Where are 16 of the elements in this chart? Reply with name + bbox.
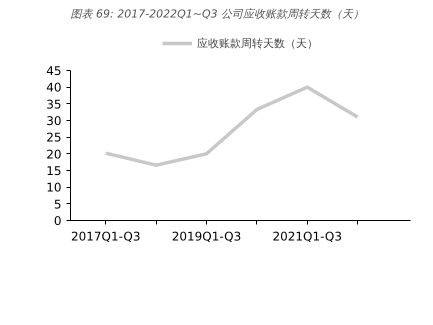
y-tick-label: 5 xyxy=(54,197,62,212)
y-tick-label: 0 xyxy=(54,214,62,228)
legend-label: 应收账款周转天数（天） xyxy=(197,36,318,50)
y-tick-label: 20 xyxy=(46,147,62,162)
y-tick-label: 45 xyxy=(46,64,62,78)
x-tick-label: 2017Q1-Q3 xyxy=(71,230,140,244)
y-tick-label: 15 xyxy=(46,164,62,178)
line-series xyxy=(104,85,360,167)
chart-title: 图表 69: 2017-2022Q1~Q3 公司应收账款周转天数（天） xyxy=(70,8,364,20)
y-tick-label: 40 xyxy=(46,80,62,95)
x-tick-label: 2021Q1-Q3 xyxy=(272,230,342,244)
x-tick-label: 2019Q1-Q3 xyxy=(172,230,242,244)
y-tick-label: 35 xyxy=(46,97,62,112)
y-tick-label: 30 xyxy=(46,114,62,128)
y-tick-label: 10 xyxy=(46,180,62,195)
y-tick-label: 25 xyxy=(46,130,62,145)
